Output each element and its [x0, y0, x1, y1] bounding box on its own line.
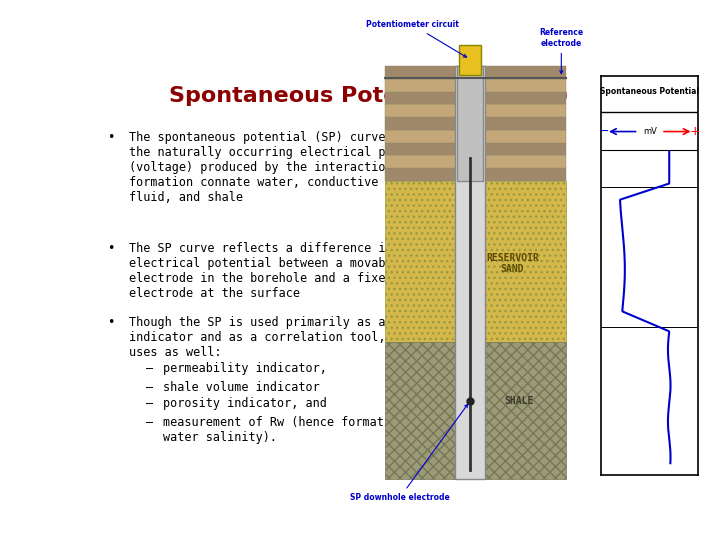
Bar [455, 66, 485, 480]
Bar [385, 104, 566, 117]
Text: –: – [145, 381, 153, 394]
Text: mV: mV [643, 127, 657, 136]
Bar [385, 168, 566, 181]
Bar [385, 117, 566, 130]
Text: RESERVOIR
SAND: RESERVOIR SAND [486, 253, 539, 274]
Text: −: − [599, 125, 610, 138]
Bar [385, 130, 566, 143]
Text: Potentiometer circuit: Potentiometer circuit [366, 21, 467, 57]
Bar [457, 66, 482, 181]
Bar [385, 342, 566, 480]
Text: The spontaneous potential (SP) curve records
the naturally occurring electrical : The spontaneous potential (SP) curve rec… [129, 131, 443, 204]
Bar [385, 181, 566, 341]
Text: Though the SP is used primarily as a lithology
indicator and as a correlation to: Though the SP is used primarily as a lit… [129, 316, 478, 359]
Text: •: • [107, 241, 114, 254]
Text: porosity indicator, and: porosity indicator, and [163, 397, 326, 410]
Text: shale volume indicator: shale volume indicator [163, 381, 319, 394]
Text: SHALE: SHALE [504, 396, 534, 406]
Text: SP downhole electrode: SP downhole electrode [350, 404, 467, 502]
Bar [385, 66, 566, 79]
Bar [459, 45, 481, 75]
Bar [385, 143, 566, 156]
Bar [385, 79, 566, 92]
Text: measurement of Rw (hence formation
water salinity).: measurement of Rw (hence formation water… [163, 416, 405, 444]
Text: +: + [690, 125, 701, 138]
Text: Spontaneous Potential: Spontaneous Potential [600, 87, 699, 96]
Text: –: – [145, 397, 153, 410]
Text: permeability indicator,: permeability indicator, [163, 362, 326, 375]
Text: •: • [107, 316, 114, 329]
Bar [385, 156, 566, 168]
Text: Reference
electrode: Reference electrode [539, 29, 583, 73]
Bar [385, 92, 566, 104]
Text: The SP curve reflects a difference in the
electrical potential between a movable: The SP curve reflects a difference in th… [129, 241, 464, 300]
Text: –: – [145, 416, 153, 429]
Text: –: – [145, 362, 153, 375]
Text: •: • [107, 131, 114, 144]
Text: Spontaneous Potential Log (SP): Spontaneous Potential Log (SP) [169, 85, 569, 106]
